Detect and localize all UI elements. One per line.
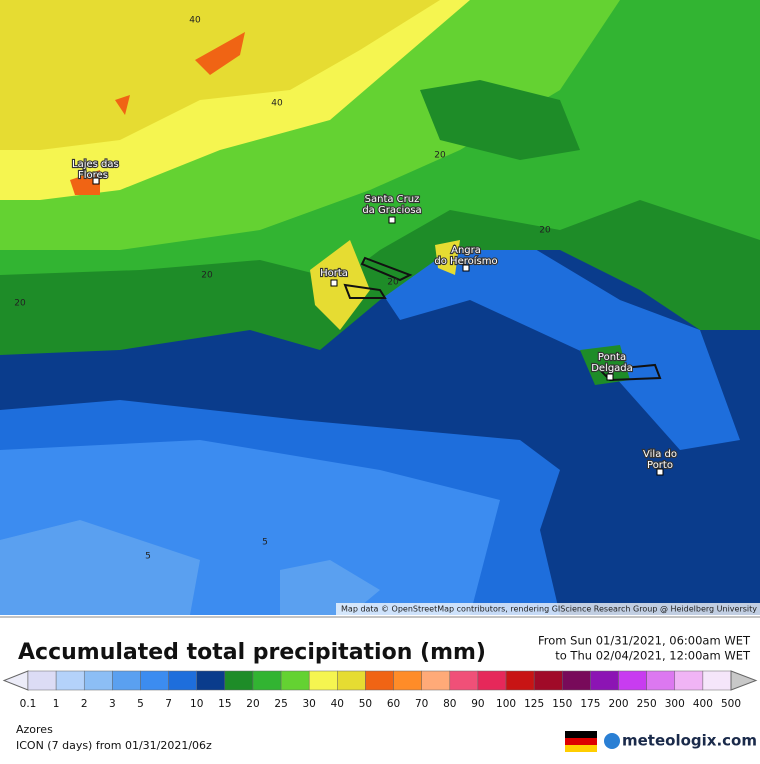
colorbar-label: 80 [443, 698, 456, 710]
contour-label: 20 [539, 226, 551, 236]
colorbar-label: 10 [190, 698, 203, 710]
period-to: to Thu 02/04/2021, 12:00am WET [555, 649, 751, 663]
colorbar-label: 90 [471, 698, 484, 710]
colorbar-swatch [112, 670, 141, 691]
contour-label: 5 [145, 552, 151, 562]
colorbar-label: 1 [53, 698, 60, 710]
colorbar-swatch [224, 670, 254, 691]
colorbar-swatch [477, 670, 507, 691]
colorbar-swatch [533, 670, 563, 691]
colorbar-label: 50 [359, 698, 372, 710]
colorbar-swatch [618, 670, 647, 691]
contour-label: 40 [271, 99, 283, 109]
colorbar-label: 20 [246, 698, 259, 710]
contour-label: 20 [14, 299, 26, 309]
colorbar-label: 60 [387, 698, 400, 710]
contour-label: 40 [189, 16, 201, 26]
city-label: da Graciosa [362, 205, 421, 216]
colorbar-swatch [505, 670, 535, 691]
colorbar-under [2, 670, 29, 691]
contour-label: 5 [262, 538, 268, 548]
city-marker [606, 373, 614, 381]
colorbar-swatch [421, 670, 451, 691]
colorbar-swatch [646, 670, 676, 691]
brand: meteologix.com [622, 732, 757, 750]
colorbar-swatch [590, 670, 619, 691]
colorbar-label: 125 [524, 698, 544, 710]
flag [565, 731, 597, 752]
colorbar-label: 175 [580, 698, 600, 710]
colorbar-swatch [27, 670, 57, 691]
period-from: From Sun 01/31/2021, 06:00am WET [538, 634, 751, 648]
contour-label: 20 [434, 151, 446, 161]
colorbar-label: 400 [693, 698, 713, 710]
colorbar-swatch [280, 670, 310, 691]
colorbar-label: 0.1 [20, 698, 37, 710]
colorbar-swatch [196, 670, 226, 691]
contour-label: 20 [387, 278, 399, 288]
colorbar-swatch [55, 670, 85, 691]
colorbar-label: 250 [637, 698, 657, 710]
colorbar-label: 25 [274, 698, 287, 710]
colorbar-label: 3 [109, 698, 116, 710]
contour-label: 20 [201, 271, 213, 281]
colorbar-swatch [674, 670, 704, 691]
colorbar-label: 100 [496, 698, 516, 710]
colorbar-label: 40 [331, 698, 344, 710]
colorbar-swatch [449, 670, 479, 691]
legend-title: Accumulated total precipitation (mm) [18, 640, 486, 665]
colorbar-label: 70 [415, 698, 428, 710]
city-label: Angra [451, 245, 481, 256]
city-marker [330, 279, 338, 287]
city-marker [92, 177, 100, 185]
city-label: do Heroísmo [434, 255, 497, 267]
attribution: Map data © OpenStreetMap contributors, r… [341, 605, 757, 614]
colorbar-swatch [562, 670, 591, 691]
city-label: Lajes das [72, 159, 119, 170]
colorbar-label: 300 [665, 698, 685, 710]
colorbar-swatch [83, 670, 113, 691]
city-marker [656, 468, 664, 476]
colorbar-label: 500 [721, 698, 741, 710]
city-label: Santa Cruz [365, 194, 420, 205]
model: ICON (7 days) from 01/31/2021/06z [16, 739, 212, 752]
city-label: Flores [78, 170, 108, 181]
city-label: Horta [320, 268, 348, 279]
city-marker [462, 264, 470, 272]
colorbar-label: 15 [218, 698, 231, 710]
region: Azores [16, 723, 53, 736]
city-label: Porto [647, 460, 673, 471]
city-label: Ponta [598, 352, 626, 363]
colorbar-swatch [140, 670, 169, 691]
colorbar-label: 5 [137, 698, 144, 710]
colorbar-label: 7 [165, 698, 172, 710]
city-label: Delgada [591, 363, 633, 374]
colorbar-swatch [168, 670, 197, 691]
colorbar-label: 30 [303, 698, 316, 710]
colorbar-label: 2 [81, 698, 88, 710]
colorbar-over [730, 670, 758, 691]
city-marker [388, 216, 396, 224]
colorbar-swatch [252, 670, 282, 691]
colorbar-label: 200 [608, 698, 628, 710]
colorbar-label: 150 [552, 698, 572, 710]
colorbar-swatch [702, 670, 732, 691]
colorbar-swatch [308, 670, 338, 691]
colorbar-swatch [365, 670, 394, 691]
logo [604, 733, 620, 749]
colorbar-swatch [393, 670, 422, 691]
colorbar-swatch [337, 670, 366, 691]
city-label: Vila do [643, 449, 677, 460]
